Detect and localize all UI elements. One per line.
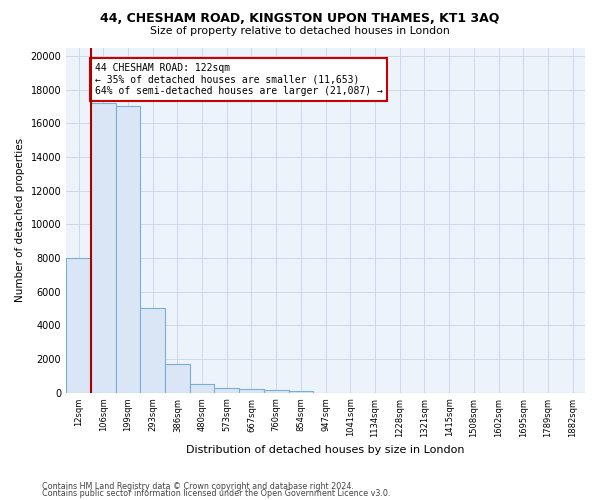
Text: Contains public sector information licensed under the Open Government Licence v3: Contains public sector information licen…: [42, 489, 391, 498]
Text: 44, CHESHAM ROAD, KINGSTON UPON THAMES, KT1 3AQ: 44, CHESHAM ROAD, KINGSTON UPON THAMES, …: [100, 12, 500, 26]
Bar: [190, 384, 214, 392]
Text: Size of property relative to detached houses in London: Size of property relative to detached ho…: [150, 26, 450, 36]
Bar: [116, 106, 140, 393]
Text: Contains HM Land Registry data © Crown copyright and database right 2024.: Contains HM Land Registry data © Crown c…: [42, 482, 354, 491]
Bar: [140, 308, 165, 392]
Bar: [165, 364, 190, 392]
Bar: [289, 391, 313, 392]
X-axis label: Distribution of detached houses by size in London: Distribution of detached houses by size …: [187, 445, 465, 455]
Bar: [91, 103, 116, 393]
Bar: [66, 258, 91, 392]
Bar: [264, 390, 289, 392]
Text: 44 CHESHAM ROAD: 122sqm
← 35% of detached houses are smaller (11,653)
64% of sem: 44 CHESHAM ROAD: 122sqm ← 35% of detache…: [95, 62, 382, 96]
Bar: [214, 388, 239, 392]
Bar: [239, 390, 264, 392]
Y-axis label: Number of detached properties: Number of detached properties: [15, 138, 25, 302]
